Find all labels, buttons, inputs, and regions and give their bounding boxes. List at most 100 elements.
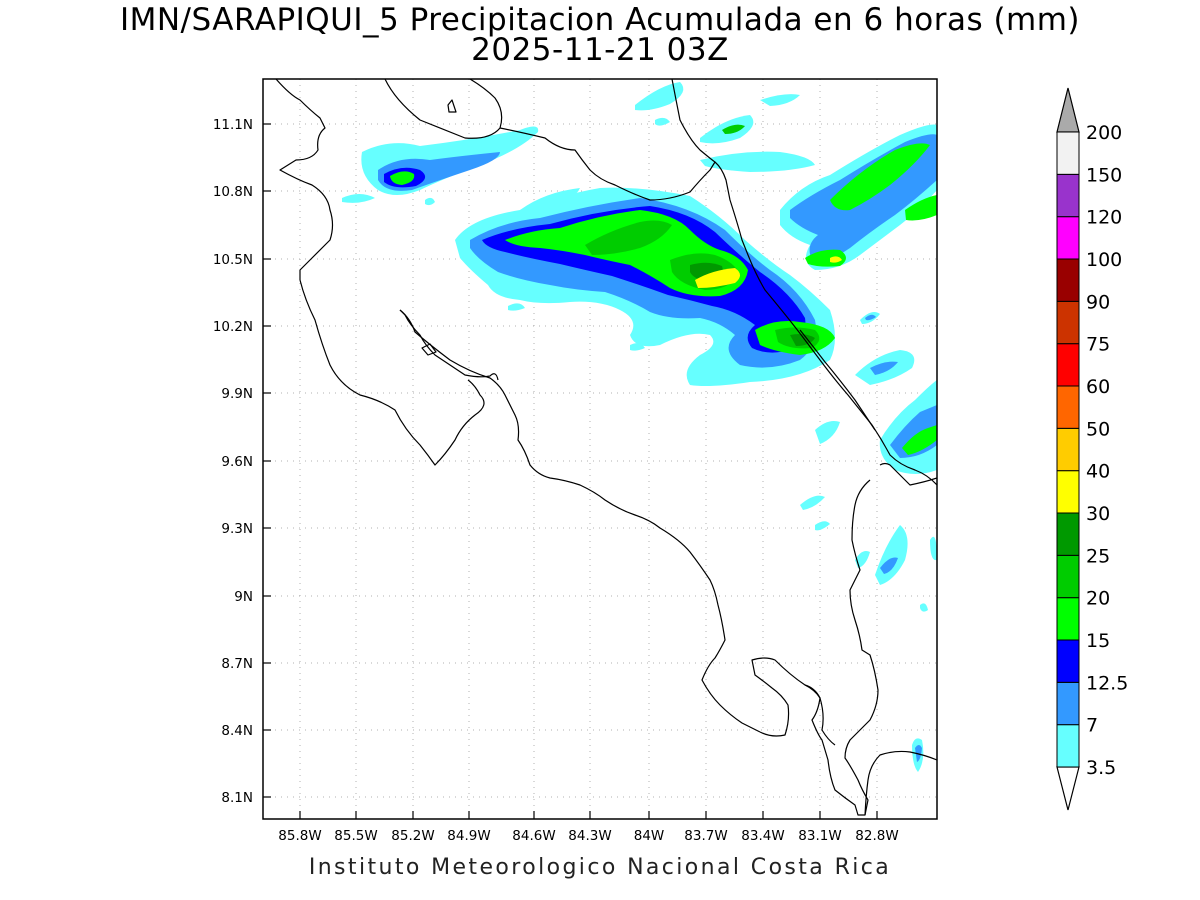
lon-label: 85.8W [278, 828, 321, 844]
golfo-dulce [804, 479, 879, 816]
nicaragua-lake-shore-north [384, 79, 503, 139]
lon-label: 83.4W [741, 828, 784, 844]
colorbar-labels: 3.5 7 12.5 15 20 25 30 40 50 60 75 90 100 120 150 200 [1086, 122, 1128, 779]
precip-area-3.5 [700, 151, 815, 172]
map-subtitle: 2025-11-21 03Z [471, 32, 729, 68]
precip-area-15 [902, 425, 937, 455]
colorbar-swatch [1056, 639, 1080, 683]
nicaragua-costa-rica-border [499, 127, 937, 486]
chira-island [421, 343, 437, 356]
lon-label: 85.2W [391, 828, 434, 844]
precip-area-20 [585, 220, 672, 255]
colorbar-swatches [1056, 131, 1080, 768]
colorbar-swatch [1056, 554, 1080, 599]
lon-label: 84.3W [568, 828, 611, 844]
lat-label: 8.4N [221, 723, 253, 739]
colorbar-swatch [1056, 427, 1080, 472]
colorbar-label: 120 [1086, 207, 1122, 229]
panama-border [864, 750, 937, 816]
footer-credit: Instituto Meteorologico Nacional Costa R… [308, 855, 892, 880]
precip-area-3.5 [425, 197, 435, 206]
colorbar-label: 200 [1086, 122, 1122, 144]
precip-area-25 [790, 334, 815, 346]
caribbean-coast [799, 329, 876, 431]
colorbar-bottom-arrow [1056, 766, 1080, 811]
colorbar-swatch [1056, 131, 1080, 175]
lat-label: 11.1N [213, 117, 253, 133]
colorbar-swatch [1056, 258, 1080, 302]
lon-label: 84.9W [447, 828, 490, 844]
colorbar-swatch [1056, 470, 1080, 514]
precipitation-field [342, 82, 937, 772]
lon-label: 83.7W [684, 828, 727, 844]
precip-area-7 [880, 557, 898, 574]
nicoya-pacific-coast [299, 279, 485, 466]
precip-area-3.5 [342, 194, 375, 203]
precip-area-3.5 [815, 421, 840, 444]
lat-label: 8.1N [221, 790, 253, 806]
precip-area-3.5 [655, 117, 670, 126]
nicaragua-lake-shore [275, 79, 334, 280]
precip-area-3.5 [855, 551, 870, 568]
colorbar-label: 7 [1086, 715, 1098, 737]
colorbar-label: 30 [1086, 503, 1110, 525]
latitude-labels: 11.1N 10.8N 10.5N 10.2N 9.9N 9.6N 9.3N 9… [213, 117, 253, 806]
precip-area-3.5 [930, 536, 937, 561]
lat-label: 9.3N [221, 521, 253, 537]
colorbar-swatch [1056, 343, 1080, 387]
colorbar-label: 75 [1086, 334, 1110, 356]
lat-label: 10.5N [213, 252, 253, 268]
precip-area-3.5 [815, 521, 830, 531]
lake-islet [447, 99, 457, 113]
precip-area-7 [865, 314, 876, 321]
colorbar-label: 100 [1086, 249, 1122, 271]
lat-label: 9N [234, 589, 253, 605]
precip-area-30 [695, 268, 740, 288]
precip-area-15 [905, 195, 937, 221]
colorbar-label: 20 [1086, 588, 1110, 610]
colorbar-top-arrow [1056, 87, 1080, 133]
colorbar-label: 150 [1086, 164, 1122, 186]
lon-label: 83.1W [798, 828, 841, 844]
colorbar-swatch [1056, 385, 1080, 429]
lon-label: 82.8W [855, 828, 898, 844]
colorbar-label: 12.5 [1086, 672, 1128, 694]
osa-peninsula [751, 657, 836, 746]
colorbar-swatch [1056, 597, 1080, 641]
precip-area-15 [390, 171, 415, 185]
bocas-coast [879, 462, 937, 486]
map-frame [262, 78, 938, 820]
axis-ticks [263, 123, 878, 819]
precip-area-3.5 [520, 188, 580, 210]
map-title: IMN/SARAPIQUI_5 Precipitacion Acumulada … [119, 2, 1081, 38]
lon-label: 85.5W [334, 828, 377, 844]
coastline-borders [275, 79, 937, 816]
precip-area-3.5 [920, 603, 928, 612]
colorbar-swatch [1056, 173, 1080, 218]
precip-area-15 [830, 143, 930, 211]
colorbar-label: 25 [1086, 545, 1110, 567]
lat-label: 9.9N [221, 386, 253, 402]
lat-label: 10.2N [213, 319, 253, 335]
precip-area-7 [870, 361, 898, 375]
colorbar-label: 3.5 [1086, 757, 1116, 779]
precip-area-3.5 [630, 343, 645, 351]
precip-area-3.5 [800, 495, 825, 510]
colorbar-label: 90 [1086, 291, 1110, 313]
lat-label: 10.8N [213, 184, 253, 200]
longitude-labels: 85.8W 85.5W 85.2W 84.9W 84.6W 84.3W 84W … [278, 828, 898, 844]
precip-area-15 [722, 124, 745, 134]
nicoya-outer-coast [399, 309, 499, 381]
precip-area-3.5 [760, 94, 800, 106]
colorbar-label: 15 [1086, 630, 1110, 652]
gulf-of-nicoya [399, 309, 761, 733]
colorbar-label: 40 [1086, 461, 1110, 483]
lat-label: 9.6N [221, 454, 253, 470]
caribbean-coast-north [671, 79, 716, 163]
precip-area-30 [830, 256, 842, 263]
colorbar-label: 50 [1086, 418, 1110, 440]
colorbar-swatch [1056, 216, 1080, 260]
precip-area-3.5 [508, 303, 525, 311]
